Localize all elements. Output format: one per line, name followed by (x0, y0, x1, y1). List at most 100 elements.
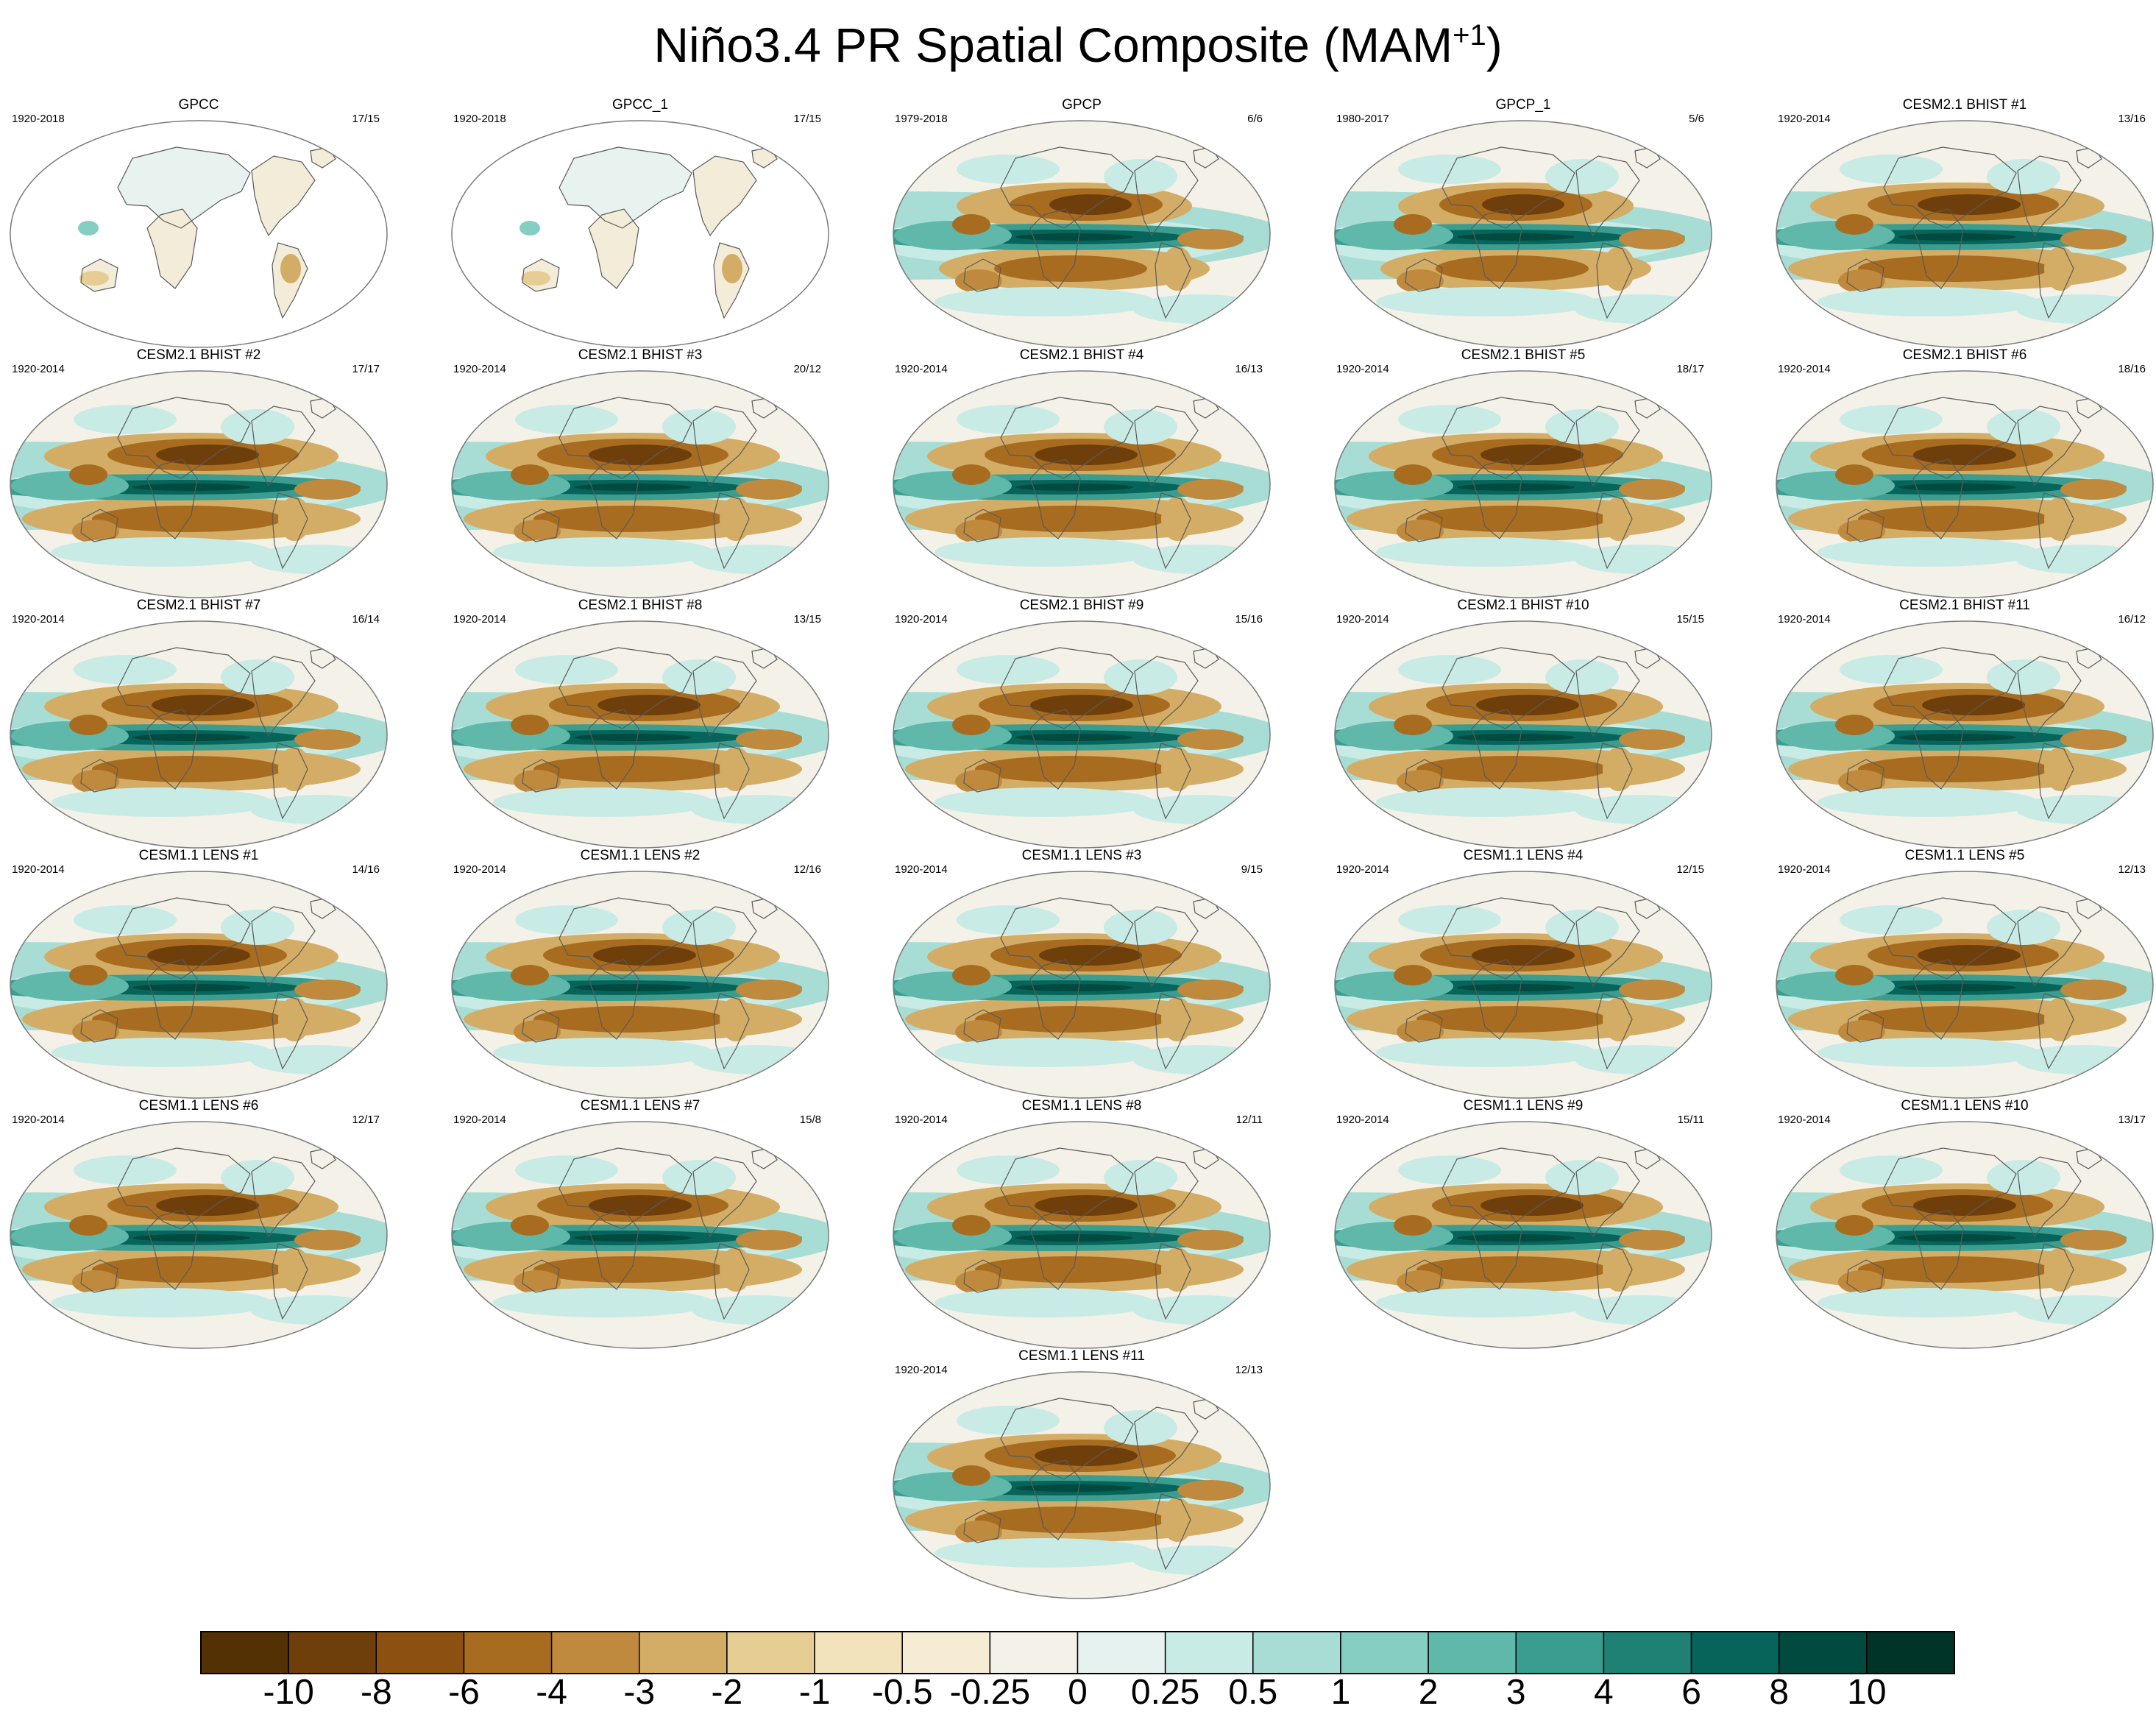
panel-years: 1920-2014 (1778, 363, 1831, 375)
precip-anomaly (1481, 1195, 1584, 1216)
panel-count: 13/15 (793, 613, 821, 626)
panel-title: CESM2.1 BHIST #3 (578, 347, 703, 363)
coastline (558, 647, 692, 729)
precip-anomaly (1436, 255, 1589, 282)
panel-count: 17/15 (352, 113, 380, 125)
precip-anomaly (52, 1038, 272, 1067)
panel-years: 1920-2014 (895, 1364, 948, 1376)
precip-anomaly (952, 965, 990, 985)
precip-anomaly (662, 910, 736, 945)
coastline (1405, 1009, 1443, 1043)
panel-count: 12/16 (793, 863, 821, 876)
coastline (272, 492, 308, 570)
precip-anomaly (1918, 945, 2021, 966)
panel-count: 12/13 (2118, 863, 2146, 876)
panel-map (1334, 1121, 1712, 1349)
map-border (1776, 871, 2154, 1099)
precip-anomaly (975, 756, 1166, 782)
coastline (1912, 1209, 1964, 1290)
panel-title: CESM2.1 BHIST #8 (578, 598, 703, 613)
map-border (1776, 370, 2154, 598)
precip-anomaly (1545, 409, 1619, 445)
panel-years: 1920-2014 (1778, 1114, 1831, 1126)
precip-anomaly (1394, 214, 1432, 235)
precip-anomaly (2060, 479, 2127, 500)
precip-anomaly (2060, 229, 2127, 249)
coastline (2017, 406, 2082, 487)
precip-anomaly (1835, 464, 1873, 485)
precip-anomaly (935, 1288, 1155, 1317)
coastline (1029, 959, 1081, 1040)
coastline (1442, 397, 1575, 479)
colorbar-tick-label: -0.25 (949, 1673, 1031, 1712)
coastline (2038, 743, 2074, 820)
panel-map (451, 871, 829, 1099)
australia-dry-anomaly (79, 271, 109, 286)
panel-map (10, 1121, 388, 1349)
precip-anomaly (147, 945, 250, 966)
coastline (1596, 743, 1633, 820)
precip-anomaly (278, 997, 311, 1041)
precip-anomaly (1161, 747, 1194, 791)
panel-title: CESM1.1 LENS #3 (1021, 848, 1142, 863)
coastline (963, 759, 1001, 793)
panel-map (10, 871, 388, 1099)
colorbar-tick-label: -4 (536, 1673, 567, 1712)
precip-anomaly (1838, 1270, 1885, 1294)
coastline (1155, 1493, 1191, 1571)
precip-anomaly (132, 484, 250, 491)
precip-anomaly (1838, 1020, 1885, 1044)
precip-anomaly (1161, 1498, 1194, 1542)
precip-anomaly (1619, 1230, 1685, 1250)
precip-anomaly (692, 1045, 824, 1075)
precip-anomaly (1049, 194, 1132, 215)
precip-anomaly (1603, 497, 1635, 541)
coastline (1846, 1259, 1884, 1293)
coastline (588, 959, 639, 1040)
map-border (893, 1121, 1271, 1349)
precip-anomaly (935, 287, 1155, 316)
precip-anomaly (720, 747, 752, 791)
land-anomaly (147, 209, 197, 288)
precip-anomaly (132, 984, 250, 991)
panel-count: 6/6 (1247, 113, 1263, 125)
map-border (1334, 370, 1712, 598)
maritime-wet-anomaly (520, 221, 540, 236)
coastline (1575, 1156, 1640, 1238)
panel-count: 18/16 (2118, 363, 2146, 375)
precip-anomaly (1987, 409, 2060, 445)
coastline (117, 146, 251, 229)
coastline (1912, 208, 1964, 289)
precip-anomaly (955, 520, 1002, 543)
map-border (1776, 120, 2154, 348)
precip-anomaly (92, 1256, 283, 1283)
panel-title: CESM2.1 BHIST #2 (136, 347, 261, 363)
map-border (893, 620, 1271, 849)
precip-anomaly (1394, 464, 1432, 485)
map-border (1334, 871, 1712, 1099)
map-border (1334, 120, 1712, 348)
panel-map (10, 620, 388, 849)
precip-anomaly (1987, 910, 2060, 945)
precip-anomaly (1918, 194, 2021, 215)
panel-title: CESM2.1 BHIST #4 (1019, 347, 1144, 363)
coastline (80, 759, 118, 793)
precip-anomaly (515, 405, 618, 434)
panel-count: 13/16 (2118, 113, 2146, 125)
precip-anomaly (1987, 659, 2060, 695)
land-anomaly (589, 209, 639, 288)
precip-anomaly (1457, 734, 1575, 741)
amazon-dry-anomaly (280, 254, 301, 283)
coastline (1405, 509, 1443, 542)
coastline (713, 492, 750, 570)
coastline (1883, 647, 2017, 729)
precip-anomaly (1133, 1295, 1266, 1325)
panel-title: CESM1.1 LENS #10 (1901, 1098, 2029, 1114)
precip-anomaly (1035, 1195, 1138, 1216)
colorbar-swatch (288, 1631, 377, 1674)
precip-anomaly (515, 905, 618, 935)
precip-anomaly (1898, 233, 2016, 241)
precip-anomaly (132, 734, 250, 741)
precip-anomaly (975, 1006, 1166, 1033)
map-panel: CESM2.1 BHIST #1 1920-2014 13/16 (1773, 96, 2156, 350)
